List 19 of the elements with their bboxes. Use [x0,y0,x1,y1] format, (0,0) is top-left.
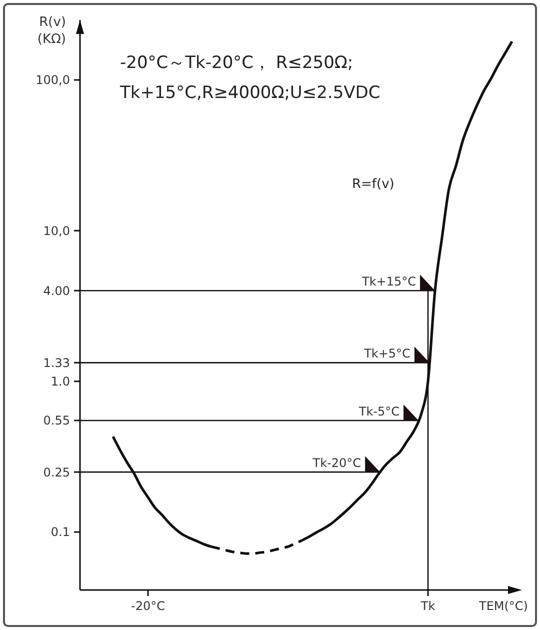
x-axis-title: TEM(°C) [478,599,528,613]
y-axis-title: R(v) (KΩ) [37,15,66,47]
ref-line-label: Tk+5°C [363,346,410,361]
y-tick-label: 1.33 [43,356,70,370]
ref-line-label: Tk-5°C [358,404,400,418]
y-tick-label: 0.55 [43,414,70,428]
annotation: -20°C～Tk-20°C， R≤250Ω; [120,53,354,73]
y-tick-label: 0.25 [43,465,70,480]
y-tick-label: 0.1 [50,525,70,540]
y-tick-label: 1.0 [50,374,70,389]
y-tick-label: 4.00 [43,284,70,298]
x-tick-label: -20°C [131,599,165,613]
ref-line-label: Tk-20°C [312,456,362,470]
y-tick-label: 10,0 [43,224,70,238]
y-tick-label: 100,0 [36,73,70,88]
annotation: R=f(v) [352,177,394,192]
ref-line-label: Tk+15°C [361,274,416,289]
annotation: Tk+15°C,R≥4000Ω;U≤2.5VDC [119,83,380,103]
x-tick-label: Tk [420,599,436,613]
